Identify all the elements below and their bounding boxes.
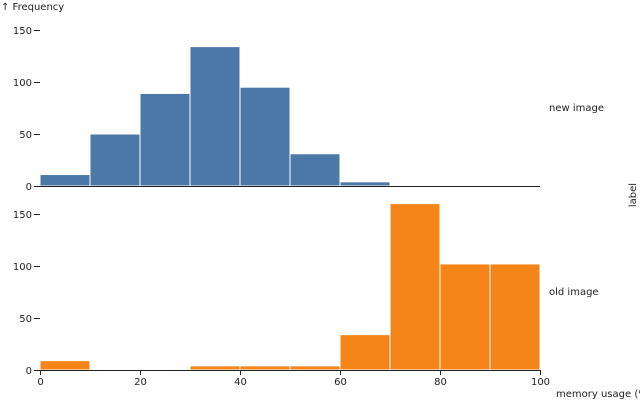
histogram-bar bbox=[339, 334, 391, 371]
y-tick-label: 150 bbox=[13, 210, 32, 221]
y-tick-label: 0 bbox=[26, 366, 32, 377]
facet-panels: 0 50 100 150 new image 0 50 100 150 old image 0 20 4… bbox=[13, 26, 604, 388]
histogram-bar bbox=[39, 174, 91, 187]
histogram-bar bbox=[89, 133, 141, 187]
x-tick-label: 80 bbox=[434, 377, 447, 388]
y-tick-label: 50 bbox=[19, 314, 32, 325]
facet-label: new image bbox=[549, 103, 604, 114]
y-tick-label: 100 bbox=[13, 78, 32, 89]
facet-label: old image bbox=[549, 287, 599, 298]
x-tick-label: 100 bbox=[531, 377, 550, 388]
histogram-bar bbox=[389, 203, 441, 371]
facet-panel: 0 50 100 150 old image bbox=[13, 203, 599, 377]
y-tick-label: 100 bbox=[13, 262, 32, 273]
histogram-bar bbox=[189, 365, 241, 371]
histogram-bar bbox=[439, 263, 491, 371]
x-tick-label: 40 bbox=[234, 377, 247, 388]
histogram-bar bbox=[289, 153, 341, 187]
histogram-bar bbox=[39, 360, 91, 371]
histogram-bar bbox=[139, 92, 191, 187]
legend-title: label bbox=[628, 183, 639, 207]
x-tick-label: 0 bbox=[37, 377, 43, 388]
y-axis-title: ↑ Frequency bbox=[1, 2, 64, 13]
histogram-bar bbox=[239, 86, 291, 187]
y-tick-label: 150 bbox=[13, 26, 32, 37]
histogram-bar bbox=[339, 181, 391, 187]
x-axis-title: memory usage (%) bbox=[556, 389, 640, 400]
histogram-bar bbox=[189, 46, 241, 187]
facet-panel: 0 50 100 150 new image bbox=[13, 26, 604, 193]
y-tick-label: 50 bbox=[19, 130, 32, 141]
x-tick-label: 20 bbox=[134, 377, 147, 388]
y-tick-label: 0 bbox=[26, 182, 32, 193]
histogram-bar bbox=[239, 365, 291, 371]
histogram-bar bbox=[289, 365, 341, 371]
x-tick-label: 60 bbox=[334, 377, 347, 388]
histogram-bar bbox=[489, 263, 541, 371]
